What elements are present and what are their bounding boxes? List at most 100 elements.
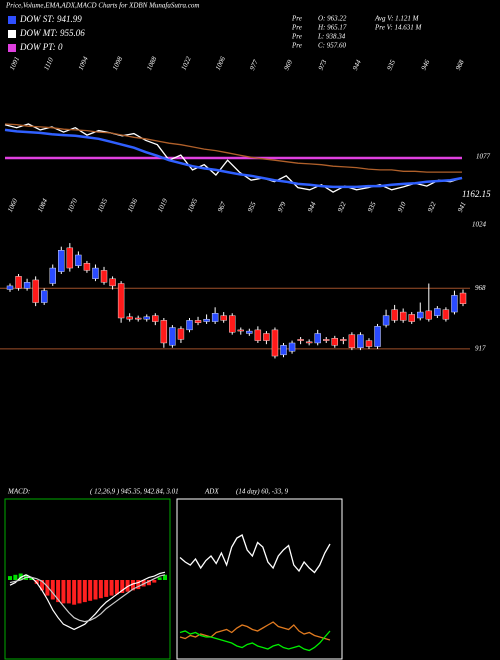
candle-body xyxy=(237,329,244,332)
histogram-bar xyxy=(72,580,77,605)
bottom-label: 941 xyxy=(456,201,468,214)
candle-body xyxy=(211,313,219,322)
histogram-bar xyxy=(56,580,61,603)
histogram-bar xyxy=(163,574,167,580)
stat-text: L: 938.34 xyxy=(317,33,346,41)
macd-line xyxy=(9,574,166,623)
bottom-label: 955 xyxy=(246,200,258,213)
stat-text: C: 957.60 xyxy=(318,42,347,50)
candle-body xyxy=(92,267,99,279)
bottom-label: 922 xyxy=(426,200,438,213)
candle-body xyxy=(374,326,381,347)
candle-body xyxy=(23,282,31,289)
candle-body xyxy=(340,339,347,341)
series-line xyxy=(179,534,331,574)
candle-body xyxy=(297,339,304,341)
level-label: 917 xyxy=(475,345,486,353)
candle-body xyxy=(408,314,415,322)
histogram-bar xyxy=(45,580,50,596)
series-line xyxy=(179,630,331,652)
candle-body xyxy=(229,315,236,333)
candle-body xyxy=(451,295,458,313)
candle-body xyxy=(382,315,390,326)
stat-text: Pre xyxy=(291,33,302,41)
candle-body xyxy=(58,250,65,272)
series-line xyxy=(4,123,462,173)
candle-body xyxy=(100,270,108,283)
legend-swatch xyxy=(8,16,16,24)
adx-frame xyxy=(176,498,343,660)
histogram-bar xyxy=(98,580,103,599)
histogram-bar xyxy=(82,580,87,603)
bottom-label: 910 xyxy=(396,200,408,213)
candle-body xyxy=(391,309,398,321)
candle-body xyxy=(425,310,433,320)
legend-label: DOW PT: 0 xyxy=(19,42,63,52)
stat-text: H: 965.17 xyxy=(317,24,347,32)
candle-body xyxy=(83,263,91,271)
panel-title: MACD: xyxy=(7,488,30,496)
top-label: 977 xyxy=(248,58,260,71)
candle-body xyxy=(365,340,373,347)
candle-body xyxy=(135,317,142,320)
candle-body xyxy=(186,320,193,331)
top-label: 973 xyxy=(317,58,329,71)
series-line xyxy=(179,621,331,641)
histogram-bar xyxy=(146,580,151,586)
candle-body xyxy=(246,330,253,334)
candle-body xyxy=(66,247,74,269)
series-line xyxy=(4,128,463,189)
candle-body xyxy=(40,290,48,303)
level-label: 968 xyxy=(475,284,486,292)
candle-body xyxy=(305,341,313,344)
annotation: 1024 xyxy=(472,221,487,229)
annotation: 1162.15 xyxy=(462,189,491,199)
candle-body xyxy=(263,333,270,341)
top-label: 944 xyxy=(351,58,363,71)
candle-body xyxy=(143,316,150,320)
candle-body xyxy=(399,311,407,321)
histogram-bar xyxy=(93,580,98,600)
stat-text: Pre xyxy=(291,15,302,23)
panel-params: ( 12,26,9 ) 945.35, 942.84, 3.01 xyxy=(90,488,179,496)
candle-body xyxy=(126,316,133,320)
histogram-bar xyxy=(130,580,135,591)
candle-body xyxy=(348,334,356,348)
bottom-label: 979 xyxy=(276,200,288,213)
stat-text: Pre xyxy=(291,24,302,32)
candle-body xyxy=(177,328,185,340)
candle-body xyxy=(75,254,82,266)
legend-label: DOW MT: 955.06 xyxy=(19,28,85,38)
candle-body xyxy=(49,267,56,284)
candle-body xyxy=(109,278,116,287)
histogram-bar xyxy=(114,580,119,595)
histogram-bar xyxy=(152,580,157,583)
candle-body xyxy=(442,309,450,320)
histogram-bar xyxy=(120,580,125,593)
chart-title: Price,Volume,EMA,ADX,MACD Charts for XDB… xyxy=(5,2,199,10)
stat-text: Pre V: 14.631 M xyxy=(374,24,422,32)
panel-params: (14 day) 60, -33, 9 xyxy=(236,488,289,496)
macd-line xyxy=(9,571,166,631)
histogram-bar xyxy=(88,580,93,601)
candle-body xyxy=(434,308,441,316)
candle-body xyxy=(32,279,39,303)
histogram-bar xyxy=(40,580,45,591)
candle-body xyxy=(459,292,467,304)
top-label: 935 xyxy=(385,58,397,71)
candle-body xyxy=(417,311,424,319)
candle-body xyxy=(220,315,227,321)
stat-text: Avg V: 1.121 M xyxy=(374,15,420,23)
stat-text: O: 963.22 xyxy=(318,15,347,23)
series-line xyxy=(4,123,463,193)
histogram-bar xyxy=(157,577,162,580)
candle-body xyxy=(194,320,202,323)
histogram-bar xyxy=(13,574,18,580)
candle-body xyxy=(160,320,168,344)
candle-body xyxy=(357,334,364,348)
candle-body xyxy=(169,327,176,346)
legend-swatch xyxy=(8,30,16,38)
candle-body xyxy=(280,345,287,356)
